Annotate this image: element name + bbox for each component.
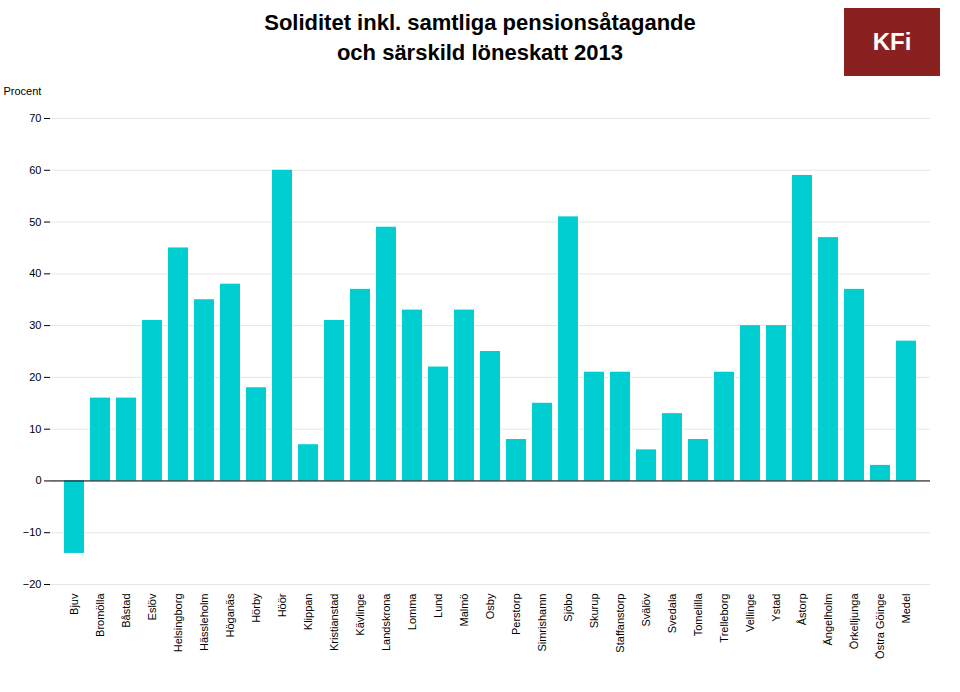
svg-text:40: 40 xyxy=(29,267,41,279)
svg-text:50: 50 xyxy=(29,216,41,228)
svg-text:Båstad: Båstad xyxy=(120,594,132,628)
svg-text:Landskrona: Landskrona xyxy=(380,593,392,651)
svg-text:Medel: Medel xyxy=(900,594,912,624)
svg-text:Vellinge: Vellinge xyxy=(744,594,756,633)
svg-text:Helsingborg: Helsingborg xyxy=(172,594,184,653)
svg-text:Svälöv: Svälöv xyxy=(640,593,652,627)
svg-text:30: 30 xyxy=(29,319,41,331)
svg-text:Lomma: Lomma xyxy=(406,593,418,631)
svg-text:Staffanstorp: Staffanstorp xyxy=(614,594,626,653)
svg-text:−20: −20 xyxy=(23,578,42,590)
svg-text:Lund: Lund xyxy=(432,594,444,618)
svg-text:−10: −10 xyxy=(23,526,42,538)
svg-text:60: 60 xyxy=(29,164,41,176)
html-text:KFi: KFi xyxy=(872,28,912,55)
svg-text:Sjöbo: Sjöbo xyxy=(562,594,574,622)
svg-text:Örkelljunga: Örkelljunga xyxy=(848,593,860,650)
svg-text:0: 0 xyxy=(35,474,41,486)
svg-text:Höör: Höör xyxy=(276,593,288,617)
svg-text:Hässleholm: Hässleholm xyxy=(198,594,210,651)
svg-text:Ängelholm: Ängelholm xyxy=(822,594,834,646)
svg-text:Kristianstad: Kristianstad xyxy=(328,594,340,651)
svg-text:Trelleborg: Trelleborg xyxy=(718,594,730,643)
svg-text:Klippan: Klippan xyxy=(302,594,314,631)
svg-text:Östra Göinge: Östra Göinge xyxy=(874,594,886,659)
svg-text:Bjuv: Bjuv xyxy=(68,593,80,615)
html-text:Soliditet inkl. samtliga pensi: Soliditet inkl. samtliga pensionsåtagand… xyxy=(264,10,696,35)
svg-text:Kävlinge: Kävlinge xyxy=(354,594,366,636)
svg-text:Procent: Procent xyxy=(4,85,42,97)
svg-text:10: 10 xyxy=(29,423,41,435)
svg-text:Eslöv: Eslöv xyxy=(146,593,158,620)
svg-text:20: 20 xyxy=(29,371,41,383)
svg-text:Bromölla: Bromölla xyxy=(94,593,106,637)
svg-text:Tomelilla: Tomelilla xyxy=(692,593,704,637)
svg-text:Perstorp: Perstorp xyxy=(510,594,522,636)
svg-text:Hörby: Hörby xyxy=(250,593,262,623)
svg-text:Skurup: Skurup xyxy=(588,594,600,629)
svg-text:Åstorp: Åstorp xyxy=(796,594,808,626)
html-text:och särskild löneskatt 2013: och särskild löneskatt 2013 xyxy=(336,40,624,65)
svg-text:Malmö: Malmö xyxy=(458,594,470,627)
svg-text:Osby: Osby xyxy=(484,593,496,619)
svg-text:Simrishamn: Simrishamn xyxy=(536,594,548,652)
svg-text:70: 70 xyxy=(29,112,41,124)
svg-text:Ystad: Ystad xyxy=(770,594,782,622)
svg-text:Svedala: Svedala xyxy=(666,593,678,634)
svg-text:Höganäs: Höganäs xyxy=(224,593,236,638)
